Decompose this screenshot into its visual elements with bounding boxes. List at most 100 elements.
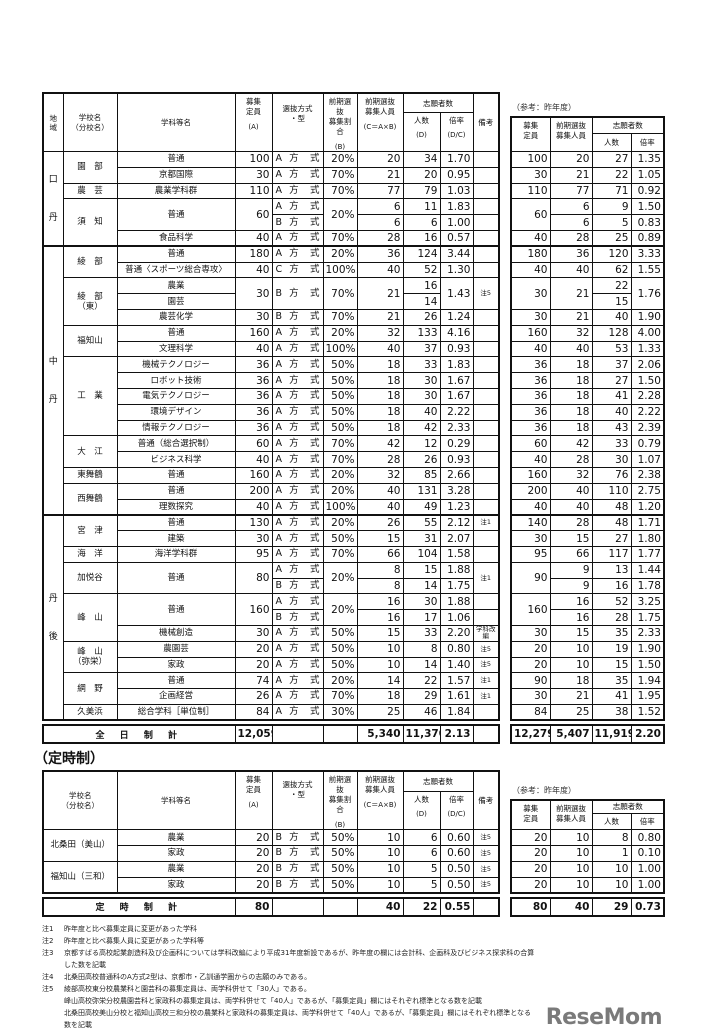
method-cell: B 方 式 — [271, 876, 324, 894]
prev-rate-cell: 1.90 — [630, 640, 665, 658]
prev-applicants-cell: 71 — [591, 182, 632, 200]
prev-rate-cell: 2.38 — [630, 466, 665, 484]
table-row: 家政 20 B 方 式 50% 10 5 0.50 注5 — [43, 876, 500, 894]
method-cell: A 方 式 — [271, 530, 324, 547]
pt-header-rate-sub: (D/C) — [447, 809, 466, 818]
dept-cell: 京都国際 — [116, 166, 236, 184]
prev-applicants-cell: 28 — [591, 609, 632, 626]
table-row: 企画経営 26 A 方 式 70% 18 29 1.61 注1 — [43, 688, 500, 705]
method-cell: A 方 式 — [271, 229, 324, 247]
table-row: 30 15 35 2.33 — [510, 624, 665, 642]
footnote-text: 北桑田高校美山分校と福知山高校三和分校の農業科と家政科の募集定員は、両学科併せて… — [64, 1008, 531, 1029]
table-row: 95 66 117 1.77 — [510, 545, 665, 563]
ratio-cell: 100% — [322, 498, 358, 516]
method-cell: A 方 式 — [271, 451, 324, 468]
school-cell: 加悦谷 — [62, 561, 118, 595]
table-row: 工 業機械テクノロジー 36 A 方 式 50% 18 33 1.83 — [43, 356, 500, 437]
dept-cell: 家政 — [116, 876, 236, 894]
applicants-cell: 40 — [402, 403, 441, 421]
pt-header-early-label: 前期選抜 募集人員 — [365, 775, 395, 795]
note-cell — [472, 151, 500, 168]
capacity-cell: 20 — [234, 829, 273, 846]
ratio-cell: 100% — [322, 261, 358, 279]
prev-rate-cell: 2.75 — [630, 482, 665, 500]
dept-cell: 普通 — [116, 482, 236, 500]
prev-rate-cell: 0.89 — [630, 229, 665, 247]
early-cell: 36 — [356, 245, 404, 263]
early-cell: 21 — [356, 277, 404, 310]
pt-header-ratio-sub: (B) — [334, 821, 346, 830]
dept-cell: 文理科学 — [116, 340, 236, 358]
rate-cell: 2.12 — [439, 513, 474, 532]
early-cell: 26 — [356, 513, 404, 532]
table-row: 普通〈スポーツ総合専攻〉 40 C 方 式 100% 40 52 1.30 — [43, 261, 500, 279]
prev-capacity-cell: 40 — [510, 340, 551, 358]
note-cell — [472, 229, 500, 247]
school-cell: 峰 山 （弥栄） — [62, 640, 118, 674]
prev-capacity-cell: 110 — [510, 182, 551, 200]
applicants-cell: 5 — [402, 860, 441, 878]
pt-header-applicants: 志願者数 — [402, 770, 474, 792]
early-cell: 10 — [356, 656, 404, 674]
prev-applicants-cell: 48 — [591, 513, 632, 532]
rate-cell: 1.43 — [439, 277, 474, 310]
table-row: 20 10 10 1.00 — [510, 860, 665, 878]
table-row: 加悦谷 普通 80 A 方 式 20% 8 15 1.88 注1 — [43, 561, 500, 595]
dept-cell: 企画経営 — [116, 688, 236, 705]
prev-early-cell: 9 — [549, 577, 593, 595]
total-ratio — [322, 724, 358, 744]
table-row: 電気テクノロジー 36 A 方 式 50% 18 30 1.67 — [43, 387, 500, 405]
pt-header-rate-label: 倍率 — [449, 794, 464, 804]
method-cell: A 方 式 — [271, 672, 324, 690]
table-row: 福知山 普通 160 A 方 式 20% 32 133 4.16 — [43, 324, 500, 358]
prev-early-cell: 6 — [549, 198, 593, 216]
dept-cell: 農芸化学 — [116, 308, 236, 326]
prev-rate-cell: 1.20 — [630, 498, 665, 516]
pt-header-count: 人数 (D) — [402, 790, 441, 831]
ratio-cell: 70% — [322, 545, 358, 563]
rate-cell: 0.60 — [439, 829, 474, 846]
rate-cell: 0.80 — [439, 640, 474, 658]
prev-applicants-cell: 48 — [591, 498, 632, 516]
prev-capacity-cell: 36 — [510, 356, 551, 374]
prev-early-cell: 21 — [549, 166, 593, 184]
prev-capacity-cell: 160 — [510, 593, 551, 626]
ratio-cell: 20% — [322, 561, 358, 595]
prev-rate-cell: 1.05 — [630, 166, 665, 184]
table-row: 東舞鶴 普通 160 A 方 式 20% 32 85 2.66 — [43, 466, 500, 484]
prev-early-cell: 40 — [549, 340, 593, 358]
pt-prev-header-early: 前期選抜 募集人員 — [549, 799, 593, 831]
applicants-cell: 6 — [402, 844, 441, 862]
footnote: 注5 綾部高校東分校農業科と園芸科の募集定員は、両学科併せて「30人」である。 — [42, 983, 538, 995]
table-row: 100 20 27 1.35 — [510, 151, 665, 168]
early-cell: 40 — [356, 340, 404, 358]
table-row: 峰 山 （弥栄） 農園芸 20 A 方 式 50% 10 8 0.80 注5 — [43, 640, 500, 674]
page: 地域 学校名 （分校名） 学科等名 募集 定員 (A) 選抜方式 ・型 前期選抜 … — [34, 92, 665, 1031]
method-cell: A 方 式 — [271, 513, 324, 532]
early-cell: 21 — [356, 166, 404, 184]
method-cell: C 方 式 — [271, 261, 324, 279]
fulltime-table: 地域 学校名 （分校名） 学科等名 募集 定員 (A) 選抜方式 ・型 前期選抜 … — [42, 92, 500, 722]
prev-capacity-cell: 40 — [510, 229, 551, 247]
rate-cell: 1.00 — [439, 214, 474, 231]
prev-capacity-cell: 20 — [510, 860, 551, 878]
footer: 注1 昨年度と比べ募集定員に変更があった学科 注2 昨年度と比べ募集人員に変更があった… — [42, 923, 663, 1031]
dept-cell: 普通 — [116, 198, 236, 231]
prev-early-cell: 18 — [549, 356, 593, 374]
dept-cell: 機械創造 — [116, 624, 236, 642]
dept-cell: ビジネス科学 — [116, 451, 236, 468]
prev-rate-cell: 3.33 — [630, 245, 665, 263]
rate-cell: 1.23 — [439, 498, 474, 516]
rate-cell: 1.75 — [439, 577, 474, 595]
capacity-cell: 30 — [234, 530, 273, 547]
ratio-cell: 70% — [322, 182, 358, 200]
applicants-cell: 55 — [402, 513, 441, 532]
parttime-table: 学校名 （分校名） 学科等名 募集 定員 (A) 選抜方式 ・型 前期選抜 募集割… — [42, 770, 500, 894]
applicants-cell: 49 — [402, 498, 441, 516]
footnote-key — [42, 995, 64, 1007]
parttime-title: （定時制） — [34, 751, 104, 768]
footnote-text: 昨年度と比べ募集人員に変更があった学科等 — [64, 936, 204, 945]
prev-early-cell: 32 — [549, 324, 593, 342]
prev-capacity-cell: 84 — [510, 703, 551, 721]
capacity-cell: 74 — [234, 672, 273, 690]
